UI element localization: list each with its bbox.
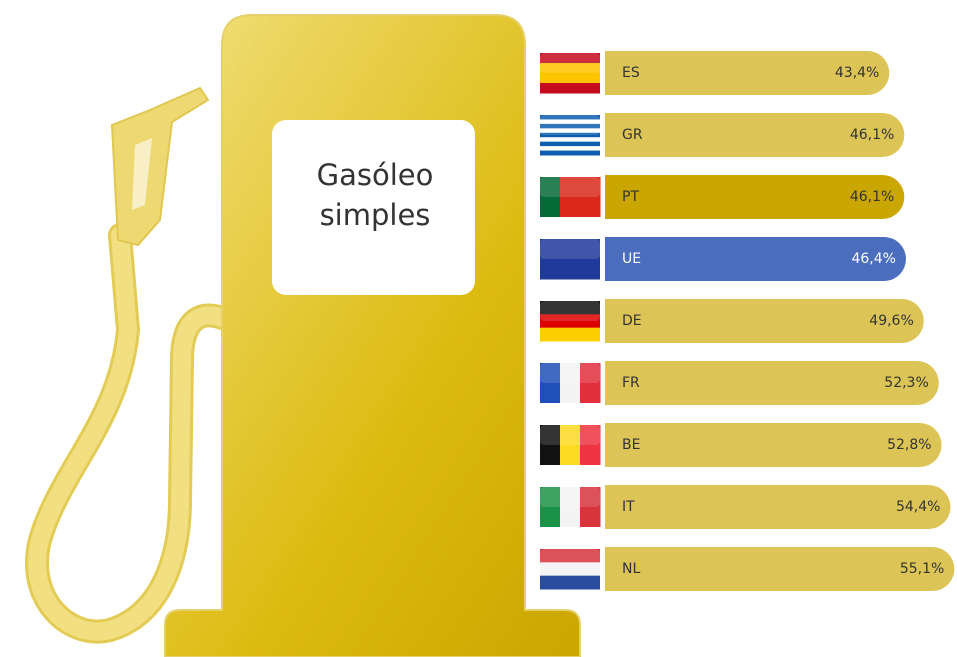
category-label: IT	[622, 499, 635, 515]
flag-icon	[540, 363, 601, 403]
flag-stripe	[540, 177, 561, 217]
flag-shine	[540, 177, 600, 197]
flag-shine	[540, 425, 600, 445]
bar	[605, 547, 955, 591]
flag-stripe	[540, 132, 600, 138]
category-label: BE	[622, 437, 640, 453]
flag-shine	[540, 487, 600, 507]
flag-shine	[540, 239, 600, 259]
flag-icon	[540, 487, 601, 527]
chart-title: Gasóleo simples	[316, 158, 434, 232]
bar	[605, 485, 951, 529]
category-label: DE	[622, 313, 642, 329]
flag-icon	[540, 549, 600, 590]
value-label: 49,6%	[869, 313, 913, 329]
bar	[605, 361, 939, 405]
flag-shine	[540, 301, 600, 321]
bar	[605, 175, 905, 219]
flag-stripe	[560, 363, 581, 403]
flag-icon	[540, 301, 600, 342]
value-label: 46,4%	[851, 251, 895, 267]
flag-stripe	[540, 73, 600, 84]
flag-stripe	[540, 119, 600, 125]
category-label: FR	[622, 375, 640, 391]
flag-stripe	[540, 575, 600, 590]
value-label: 52,3%	[884, 375, 928, 391]
flag-stripe	[580, 425, 601, 465]
flag-shine	[540, 363, 600, 383]
flag-stripe	[540, 141, 600, 147]
bar	[605, 299, 924, 343]
flag-stripe	[540, 53, 600, 64]
flag-stripe	[540, 549, 600, 563]
bar	[605, 51, 890, 95]
flag-icon	[540, 115, 600, 156]
flag-stripe	[540, 363, 561, 403]
category-label: UE	[622, 251, 641, 267]
value-label: 55,1%	[900, 561, 944, 577]
flag-icon	[540, 177, 601, 217]
value-label: 43,4%	[835, 65, 879, 81]
flag-stripe	[560, 177, 581, 217]
bar	[605, 423, 942, 467]
flag-shine	[540, 115, 600, 135]
flag-shine	[540, 549, 600, 569]
flag-stripe	[540, 314, 600, 329]
value-label: 46,1%	[850, 189, 894, 205]
flag-stripe	[540, 562, 600, 577]
flag-stripe	[540, 137, 600, 143]
flag-icon	[540, 239, 600, 280]
flag-stripe	[580, 363, 601, 403]
flag-stripe	[540, 425, 561, 465]
flag-icon	[540, 53, 600, 94]
bar	[605, 113, 905, 157]
flag-stripe	[540, 128, 600, 134]
pump-icon	[25, 14, 581, 657]
category-label: GR	[622, 127, 643, 143]
flag-icon	[540, 425, 601, 465]
flag-stripe	[540, 301, 600, 315]
category-label: ES	[622, 65, 640, 81]
flag-stripe	[560, 425, 581, 465]
flag-stripe	[540, 150, 600, 156]
flag-stripe	[540, 63, 600, 74]
bar	[605, 237, 906, 281]
value-label: 52,8%	[887, 437, 931, 453]
value-label: 54,4%	[896, 499, 940, 515]
flag-stripe	[540, 123, 600, 129]
flag-stripe	[580, 177, 601, 217]
category-label: PT	[622, 189, 639, 205]
flag-stripe	[540, 83, 600, 94]
flag-stripe	[540, 239, 600, 280]
flag-shine	[540, 53, 600, 73]
flag-stripe	[560, 487, 581, 527]
value-label: 46,1%	[850, 127, 894, 143]
flag-stripe	[540, 487, 561, 527]
flag-stripe	[540, 146, 600, 152]
flag-stripe	[580, 487, 601, 527]
category-label: NL	[622, 561, 640, 577]
flag-stripe	[540, 115, 600, 120]
flag-stripe	[540, 327, 600, 342]
